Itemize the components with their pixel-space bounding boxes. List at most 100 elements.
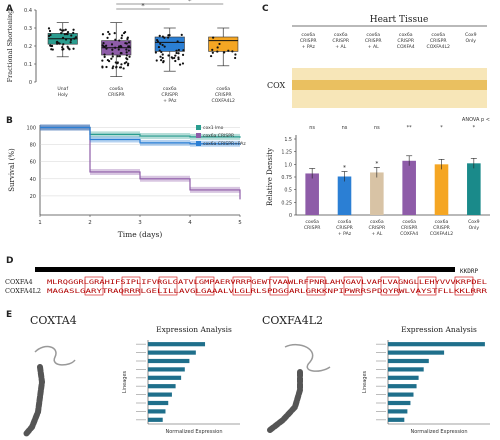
category-label: cox6a (370, 219, 384, 225)
lane-label: + AL (368, 44, 379, 50)
relative-density-bar-chart: ANOVA p < 0 0.25 0.5 0.75 1.0 1.25 1.5 Relative … (266, 117, 490, 237)
expression-bar (148, 384, 176, 389)
significance-label: * (440, 125, 443, 131)
expression-bar (388, 384, 417, 389)
data-point (209, 54, 213, 58)
lane-label: Cox9 (465, 32, 477, 38)
box-plot-fractional-shortening: 0 0.1 0.2 0.3 0.4 Fractional Shortening * * Unaf… (6, 0, 239, 104)
data-point (161, 56, 164, 60)
data-point (123, 62, 126, 65)
data-point (51, 44, 54, 48)
category-label: cox6a (163, 86, 177, 92)
y-tick-label: 20 (30, 194, 36, 200)
category-label: cox6a (216, 86, 230, 92)
data-point (116, 61, 119, 64)
conserved-residue-box (380, 276, 400, 296)
data-point (61, 29, 64, 32)
expression-bar (148, 417, 163, 422)
legend-label: cox1 lmo (203, 125, 224, 131)
gene-title-coxta4: COXTA4 (30, 314, 77, 327)
data-point (108, 33, 111, 36)
data-point (72, 47, 75, 50)
data-point (154, 51, 157, 54)
category-label: CRISPR (336, 225, 353, 231)
data-point (47, 27, 51, 30)
data-point (167, 34, 170, 37)
data-point (62, 48, 65, 51)
category-label: CRISPR (401, 225, 418, 231)
category-label: + AL (371, 231, 382, 237)
sequence-alignment: KKDRP COXFA4 MLRQGGRLGRAHIFSIPLIFVRGLGATV… (5, 267, 488, 296)
y-tick-label: 80 (30, 143, 36, 149)
conserved-residue-box (454, 276, 474, 296)
conserved-residue-box (232, 276, 252, 296)
expression-title: Expression Analysis (156, 325, 232, 334)
data-point (120, 34, 124, 37)
x-axis-label: Normalized Expression (165, 429, 222, 435)
bar (305, 173, 319, 215)
data-point (118, 66, 122, 69)
significance-label: ns (342, 125, 348, 131)
y-tick-label: 0.25 (281, 200, 292, 206)
data-point (120, 37, 123, 40)
heart-tissue-title: Heart Tissue (370, 15, 429, 25)
lane-label: Only (465, 38, 476, 44)
data-point (111, 67, 114, 70)
data-point (234, 56, 237, 60)
data-point (111, 48, 114, 51)
lane-label: cox6a (431, 32, 445, 38)
data-point (160, 58, 163, 62)
panel-label-c: C (262, 4, 269, 14)
data-point (180, 33, 183, 36)
data-point (231, 50, 234, 53)
x-tick-label: 3 (138, 220, 142, 226)
y-tick-label: 100 (26, 126, 36, 132)
data-point (48, 29, 52, 33)
significance-star: * (188, 0, 192, 5)
y-tick-label: 1.0 (284, 162, 292, 168)
lane-label: COXFA4 (397, 44, 415, 50)
data-point (102, 42, 105, 45)
data-point (178, 63, 182, 66)
bar-significance: * (375, 160, 378, 167)
lane-label: + AL (335, 44, 346, 50)
x-tick-label: 4 (188, 220, 192, 226)
category-label: Cox9 (468, 219, 480, 225)
expression-bar (388, 375, 419, 380)
data-point (158, 49, 161, 52)
expression-bar (148, 350, 196, 355)
data-point (72, 28, 75, 31)
cox-band (292, 80, 487, 90)
data-point (105, 44, 108, 47)
data-point (111, 55, 114, 58)
expression-bar (148, 358, 190, 364)
bar (337, 176, 352, 215)
legend-label: cox6a CRISPR (203, 133, 234, 139)
data-point (126, 64, 130, 67)
conserved-residue-box (158, 276, 178, 296)
data-point (155, 59, 158, 62)
data-point (125, 48, 128, 51)
data-point (101, 33, 105, 36)
data-point (126, 58, 129, 61)
data-point (171, 57, 174, 60)
category-label: CRISPR (369, 225, 386, 231)
data-point (181, 53, 185, 57)
data-point (106, 36, 109, 39)
category-label: cox6a (305, 219, 319, 225)
data-point (74, 36, 78, 39)
data-point (67, 47, 70, 50)
expression-bar (388, 358, 429, 364)
data-point (227, 49, 230, 52)
bar (402, 160, 416, 215)
y-tick-label: 0.5 (284, 188, 292, 194)
y-tick-label: 40 (30, 177, 36, 183)
expression-panel: COXTA4 COXFA4L2 Expression Analysis Norma… (23, 314, 490, 437)
expression-bar (148, 392, 172, 397)
data-point (161, 35, 164, 38)
data-point (128, 55, 131, 58)
data-point (223, 51, 226, 54)
data-point (107, 30, 110, 34)
y-tick-label: 0.75 (281, 175, 292, 181)
legend-swatch (196, 133, 201, 138)
